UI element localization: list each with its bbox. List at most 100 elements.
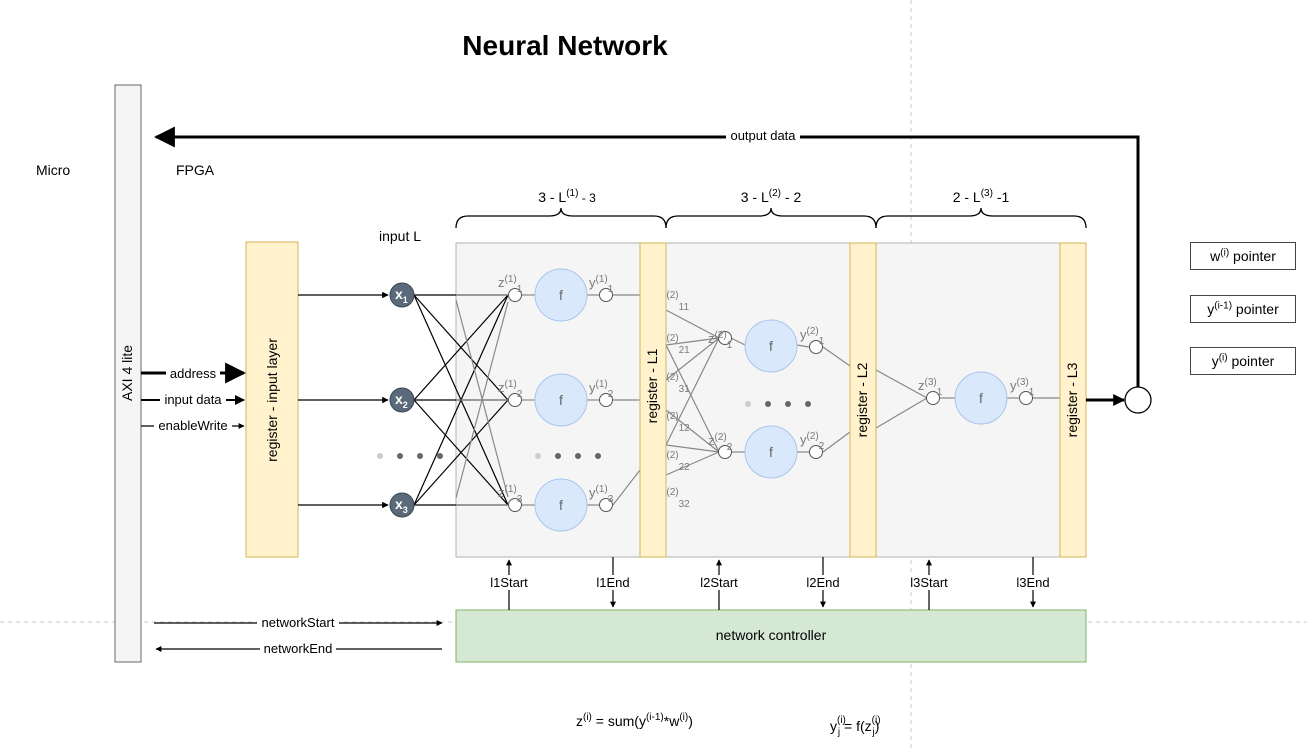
- svg-text:y(3)1: y(3)1: [1010, 377, 1035, 398]
- layer1-neuron-lines: [522, 294, 641, 506]
- layer1-neuron-labels: z(1)1 y(1)1 z(1)2 y(1)2 z(1)3 y(1)3: [498, 274, 614, 505]
- layer1-neurons: [508, 268, 613, 532]
- svg-text:y(1)2: y(1)2: [589, 379, 614, 400]
- layer-braces: [455, 207, 1087, 229]
- svg-text:l3Start: l3Start: [910, 575, 948, 590]
- network-controller: [455, 609, 1087, 663]
- register-l3-label: register - L3: [1064, 362, 1080, 437]
- svg-text:l1Start: l1Start: [490, 575, 528, 590]
- layer-2-background: [665, 242, 877, 558]
- svg-text:f: f: [559, 287, 563, 303]
- svg-text:y(2)2: y(2)2: [800, 431, 825, 452]
- layer3-output-node-1: [1019, 391, 1033, 405]
- input-x1-label: x1: [395, 286, 408, 305]
- layer1-input-stubs: [455, 294, 509, 506]
- input-node-x1: [389, 282, 415, 308]
- layer2-neurons: [718, 319, 823, 479]
- svg-text:l1End: l1End: [596, 575, 629, 590]
- svg-text:z(3)1: z(3)1: [918, 377, 943, 398]
- micro-label: Micro: [36, 162, 70, 178]
- svg-text:z(2)2: z(2)2: [708, 432, 733, 453]
- register-l2: [849, 242, 877, 558]
- input-lines: [298, 291, 389, 509]
- layer1-output-node-2: [599, 393, 613, 407]
- y-pointer-box: y(i) pointer: [1190, 347, 1296, 375]
- fpga-label: FPGA: [176, 162, 215, 178]
- network-start-label: networkStart: [262, 615, 335, 630]
- svg-text:l3End: l3End: [1016, 575, 1049, 590]
- layer1-activation-labels: f f f: [559, 287, 563, 513]
- layer1-output-node-3: [599, 498, 613, 512]
- y-prev-pointer-box: y(i-1) pointer: [1190, 295, 1296, 323]
- layer2-sum-node-2: [718, 445, 732, 459]
- input-nodes: [389, 282, 415, 518]
- input-x3-label: x3: [395, 496, 408, 515]
- control-signal-arrows: [506, 557, 1036, 610]
- input-register: [245, 241, 299, 558]
- layer2-sum-node-1: [718, 331, 732, 345]
- layer1-sum-node-1: [508, 288, 522, 302]
- svg-text:z(1)2: z(1)2: [498, 379, 523, 400]
- register-l1: [639, 242, 667, 558]
- enable-write-label: enableWrite: [158, 418, 227, 433]
- layer-1-label: 3 - L(1) - 3: [538, 188, 596, 205]
- layer1-activation-2: [534, 373, 588, 427]
- svg-text:y(2)1: y(2)1: [800, 326, 825, 347]
- svg-text:f: f: [559, 392, 563, 408]
- svg-text:z(2)1: z(2)1: [708, 330, 733, 351]
- input-data-label: input data: [164, 392, 222, 407]
- register-l1-label: register - L1: [644, 348, 660, 423]
- input-node-x2: [389, 387, 415, 413]
- layer3-sum-node-1: [926, 391, 940, 405]
- layer2-output-node-1: [809, 340, 823, 354]
- svg-text:y(1)1: y(1)1: [589, 274, 614, 295]
- formula-z: z(i) = sum(y(i-1)*w(i)): [576, 712, 693, 729]
- network-end-label: networkEnd: [264, 641, 333, 656]
- layer2-neuron-lines: [730, 337, 851, 453]
- output-data-line: [153, 126, 1140, 387]
- layer3-neuron-labels: z(3)1 y(3)1: [918, 377, 1035, 398]
- network-controller-label: network controller: [716, 627, 827, 643]
- layer-3-label: 2 - L(3) -1: [953, 188, 1010, 205]
- layer1-sum-node-2: [508, 393, 522, 407]
- layer1-sum-node-3: [508, 498, 522, 512]
- svg-text:f: f: [559, 497, 563, 513]
- svg-text:f: f: [769, 338, 773, 354]
- layer3-activation-label: f: [979, 390, 983, 406]
- input-x2-label: x2: [395, 391, 408, 410]
- input-register-label: register - input layer: [264, 338, 280, 462]
- register-l2-label: register - L2: [854, 362, 870, 437]
- layer3-neurons: [926, 371, 1033, 425]
- layer1-ellipsis: [535, 453, 601, 459]
- axi-bus: [114, 84, 142, 663]
- layer1-to-layer2-connections: [665, 309, 720, 476]
- output-data-label: output data: [730, 128, 796, 143]
- layer2-output-node-2: [809, 445, 823, 459]
- layer2-neuron-labels: z(2)1 y(2)1 z(2)2 y(2)2: [708, 326, 825, 453]
- layer2-activation-2: [744, 425, 798, 479]
- svg-text:l2Start: l2Start: [700, 575, 738, 590]
- layer3-activation-1: [954, 371, 1008, 425]
- axi-label: AXI 4 lite: [119, 345, 135, 401]
- input-node-x3: [389, 492, 415, 518]
- svg-text:z(1)3: z(1)3: [498, 484, 523, 505]
- layer2-activation-1: [744, 319, 798, 373]
- layer2-activation-labels: f f: [769, 338, 773, 460]
- svg-text:y(1)3: y(1)3: [589, 484, 614, 505]
- layer1-activation-1: [534, 268, 588, 322]
- svg-text:l2End: l2End: [806, 575, 839, 590]
- control-signal-labels: l1Start l1End l2Start l2End l3Start l3En…: [484, 575, 1053, 590]
- address-label: address: [170, 366, 217, 381]
- layer1-output-node-1: [599, 288, 613, 302]
- layer2-ellipsis: [745, 401, 811, 407]
- formula-y: y(i) j = f(z(i) j): [830, 715, 881, 738]
- input-ellipsis: [377, 453, 443, 459]
- page-title: Neural Network: [462, 30, 668, 61]
- layer1-activation-3: [534, 478, 588, 532]
- svg-text:z(1)1: z(1)1: [498, 274, 523, 295]
- svg-text:f: f: [769, 444, 773, 460]
- input-layer-label: input L: [379, 228, 421, 244]
- layer2-to-layer3-connections: [875, 369, 1060, 429]
- layer-2-label: 3 - L(2) - 2: [741, 188, 802, 205]
